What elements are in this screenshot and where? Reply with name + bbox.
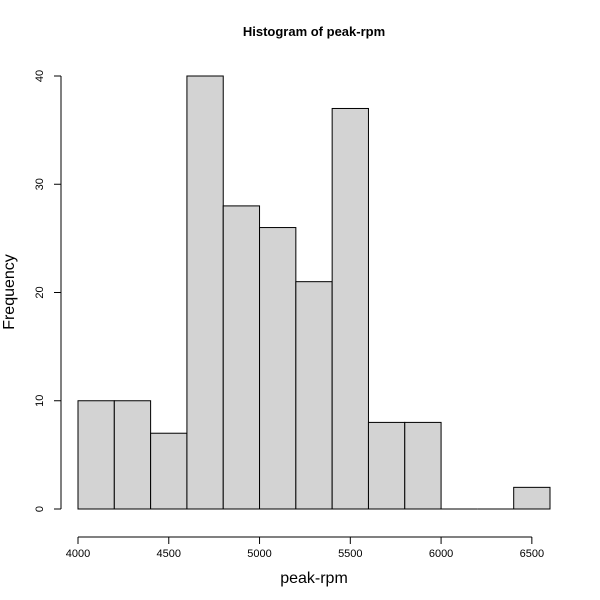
chart-title: Histogram of peak-rpm [243,24,385,39]
histogram-bar [513,486,551,510]
histogram-bar [113,400,152,510]
x-axis: 4000 4500 5000 5500 6000 6500 [66,536,544,560]
y-axis: 0 10 20 30 40 [34,70,62,512]
x-tick-label: 6500 [520,548,544,560]
x-tick-label: 5000 [247,548,271,560]
histogram-bar [295,281,333,510]
x-tick-label: 6000 [429,548,453,560]
x-tick-label: 4500 [157,548,181,560]
y-tick-label: 20 [34,286,46,298]
x-tick-label: 4000 [66,548,90,560]
x-tick-label: 5500 [338,548,362,560]
histogram-bar [404,421,442,510]
histogram-bar [77,400,115,510]
y-tick-label: 40 [34,70,46,82]
y-axis-label: Frequency [1,254,18,330]
y-tick-label: 30 [34,178,46,190]
bars-group [77,75,551,510]
y-tick-label: 10 [34,395,46,407]
x-axis-label: peak-rpm [280,570,348,587]
histogram-bar [259,227,297,510]
histogram-bar [150,432,188,510]
histogram-bar [222,205,261,510]
y-tick-label: 0 [34,506,46,512]
histogram-bar [186,75,224,510]
histogram-bar [367,421,406,510]
histogram-bar [331,107,369,510]
